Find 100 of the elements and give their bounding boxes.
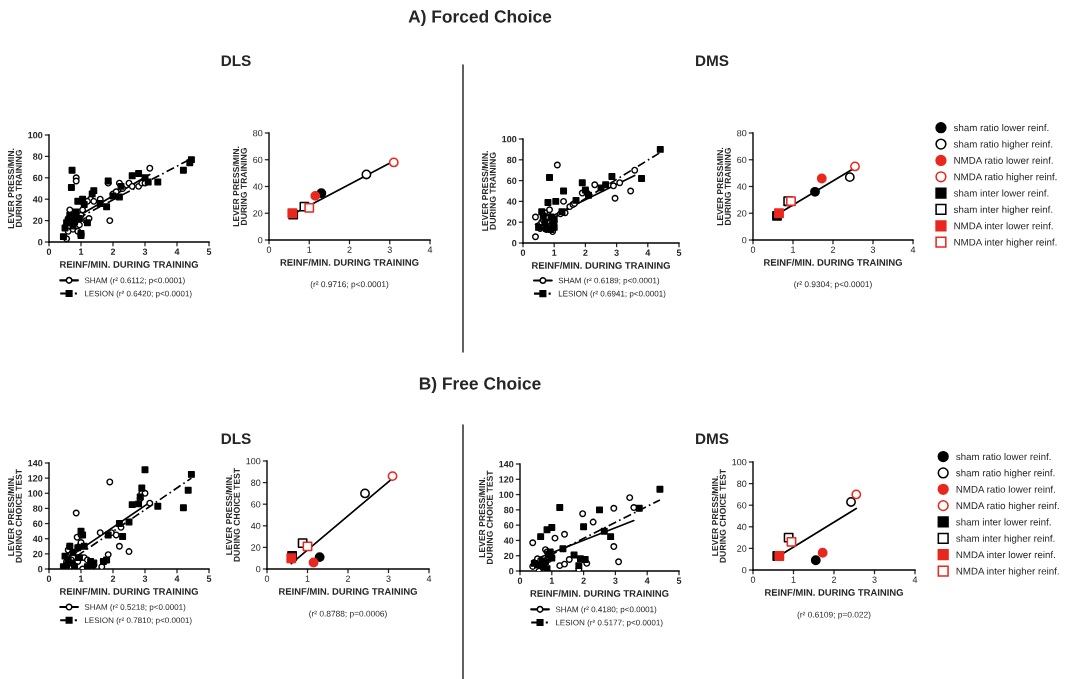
text: DLS <box>221 433 251 445</box>
x-tick-label: 4 <box>912 576 918 583</box>
x-axis-title: REINF/MIN. DURING TRAINING <box>60 587 198 595</box>
y-tick-label: 140 <box>28 459 43 467</box>
x-tick-label: 2 <box>110 248 116 255</box>
legend-label: LESION (r² 0.5177; p<0.0001) <box>556 619 663 627</box>
y-tick-label: 80 <box>251 479 261 486</box>
x-tick-label: 1 <box>79 248 84 255</box>
y-tick-label: 20 <box>507 219 517 226</box>
x-tick-label: 0 <box>46 575 52 582</box>
y-tick-label: 120 <box>28 475 43 482</box>
x-axis-title: REINF/MIN. DURING TRAINING <box>532 261 670 269</box>
x-tick-label: 1 <box>791 246 796 253</box>
y-tick-label: 60 <box>33 174 43 182</box>
y-axis-title: LEVER PRESS/MIN. DURING CHOICE TEST <box>711 468 726 563</box>
legend-label: LESION (r² 0.6941; p<0.0001) <box>558 290 666 299</box>
y-tick-label: 40 <box>32 196 43 203</box>
legend-label: SHAM (r² 0.5218; p<0.0001) <box>84 604 186 612</box>
x-tick-label: 5 <box>676 249 682 256</box>
y-tick-label: 40 <box>506 198 517 205</box>
y-tick-label: 60 <box>33 520 43 527</box>
x-tick-label: 3 <box>614 249 619 256</box>
legend-label: sham ratio lower reinf. <box>956 452 1051 461</box>
y-tick-label: 20 <box>33 550 43 558</box>
y-tick-label: 60 <box>737 502 747 509</box>
x-tick-label: 4 <box>644 577 650 584</box>
y-tick-label: 0 <box>742 236 747 244</box>
y-tick-label: 0 <box>512 239 517 247</box>
legend-label: NMDA ratio higher reinf. <box>954 173 1057 183</box>
legend-label: NMDA inter lower reinf. <box>954 222 1053 230</box>
text: (r² 0.9716; p<0.0001) <box>310 281 389 289</box>
x-tick-label: 2 <box>581 577 586 584</box>
x-tick-label: 3 <box>142 248 148 255</box>
legend-label: sham inter lower reinf. <box>956 518 1051 526</box>
x-tick-label: 3 <box>386 575 391 582</box>
y-tick-label: 40 <box>736 183 747 190</box>
text: (r² 0.9304; p<0.0001) <box>794 281 872 289</box>
x-tick-label: 1 <box>79 575 84 582</box>
x-tick-label: 0 <box>264 575 270 582</box>
y-tick-label: 20 <box>33 217 43 224</box>
x-tick-label: 1 <box>552 249 557 256</box>
y-tick-label: 40 <box>503 537 514 544</box>
legend-label: NMDA inter lower reinf. <box>956 551 1055 559</box>
y-tick-label: 20 <box>251 544 261 551</box>
y-axis-title: LEVER PRESS/MIN. DURING TRAINING <box>7 148 22 229</box>
x-tick-label: 4 <box>426 575 432 582</box>
x-tick-label: 3 <box>387 246 392 253</box>
y-tick-label: 0 <box>38 565 43 573</box>
y-tick-label: 80 <box>507 156 517 164</box>
x-axis-title: REINF/MIN. DURING TRAINING <box>60 260 198 268</box>
y-tick-label: 140 <box>499 460 514 468</box>
x-tick-label: 5 <box>206 575 212 582</box>
x-tick-label: 0 <box>46 248 52 255</box>
y-tick-label: 40 <box>736 523 747 531</box>
x-tick-label: 0 <box>750 246 756 253</box>
x-tick-label: 3 <box>613 577 618 584</box>
y-tick-label: 100 <box>28 131 43 139</box>
x-tick-label: 0 <box>266 246 272 253</box>
y-tick-label: 80 <box>33 153 43 160</box>
y-tick-label: 100 <box>28 490 43 497</box>
y-tick-label: 100 <box>499 491 514 498</box>
x-tick-label: 0 <box>750 576 756 583</box>
x-tick-label: 2 <box>347 246 352 253</box>
x-tick-label: 2 <box>830 246 836 253</box>
x-tick-label: 2 <box>831 576 837 583</box>
y-tick-label: 120 <box>499 476 514 483</box>
y-tick-label: 100 <box>502 135 517 143</box>
x-axis-title: REINF/MIN. DURING TRAINING <box>530 589 669 597</box>
y-tick-label: 40 <box>32 535 43 543</box>
legend-label: sham inter higher reinf. <box>956 534 1055 544</box>
y-tick-label: 0 <box>256 565 261 573</box>
x-axis-title: REINF/MIN. DURING TRAINING <box>764 258 902 266</box>
legend-label: NMDA inter higher reinf. <box>956 567 1059 577</box>
x-tick-label: 1 <box>307 246 312 253</box>
x-tick-label: 2 <box>345 575 351 582</box>
y-tick-label: 100 <box>246 457 261 465</box>
x-tick-label: 4 <box>174 248 180 255</box>
legend-label: NMDA ratio lower reinf. <box>956 485 1055 493</box>
y-tick-label: 80 <box>504 506 514 514</box>
legend-label: sham ratio lower reinf. <box>953 124 1049 132</box>
y-axis-title: LEVER PRESS/MIN. DURING CHOICE TEST <box>7 468 22 563</box>
text: B) Free Choice <box>419 376 541 394</box>
y-tick-label: 40 <box>252 183 263 190</box>
x-tick-label: 4 <box>174 575 180 582</box>
text: DLS <box>221 55 251 67</box>
legend-label: NMDA inter higher reinf. <box>954 238 1057 248</box>
y-tick-label: 0 <box>258 236 263 244</box>
y-axis-title: LEVER PRESSMIN. DURING TRAINING <box>717 147 731 226</box>
text: DMS <box>696 433 729 445</box>
x-tick-label: 3 <box>872 576 877 583</box>
text: A) Forced Choice <box>408 9 552 27</box>
legend-label: NMDA ratio lower reinf. <box>954 156 1053 164</box>
text: DMS <box>696 55 729 67</box>
y-tick-label: 20 <box>504 552 514 560</box>
legend-label: LESION (r² 0.6420; p<0.0001) <box>85 290 192 298</box>
y-tick-label: 20 <box>737 545 747 552</box>
legend-label: sham ratio higher reinf. <box>956 469 1055 479</box>
x-axis-title: REINF/MIN. DURING TRAINING <box>279 587 417 595</box>
x-tick-label: 0 <box>517 577 523 584</box>
y-tick-label: 60 <box>507 177 517 184</box>
